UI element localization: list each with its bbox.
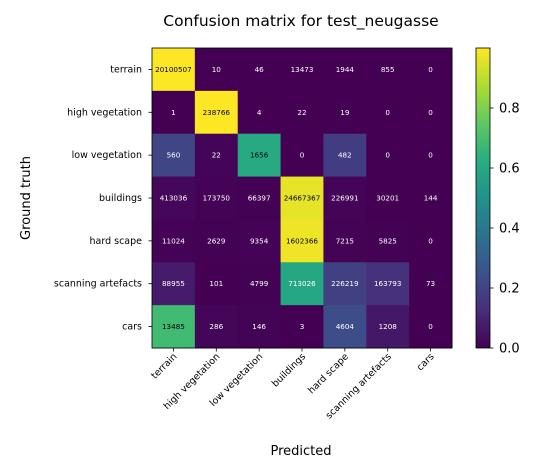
cell-value-label: 146	[252, 322, 266, 331]
cell-value-label: 0	[428, 65, 433, 74]
y-tick-label: high vegetation	[67, 107, 142, 118]
y-axis-label: Ground truth	[19, 156, 34, 240]
x-tick-label: cars	[415, 351, 437, 373]
cell-value-label: 7215	[336, 236, 354, 245]
cell-value-label: 0	[428, 108, 433, 117]
x-tick-label: terrain	[149, 351, 179, 381]
y-tick-label: scanning artefacts	[54, 279, 142, 290]
cell-value-label: 73	[426, 279, 435, 288]
cell-value-label: 238766	[203, 108, 231, 117]
x-axis-label: Predicted	[270, 444, 331, 459]
cell-value-label: 413036	[160, 194, 188, 203]
cell-value-label: 2629	[207, 236, 226, 245]
cell-value-label: 163793	[374, 279, 401, 288]
cell-value-label: 22	[212, 151, 221, 160]
y-tick-label: cars	[122, 322, 142, 333]
cell-value-label: 10	[212, 65, 222, 74]
cell-value-label: 19	[340, 108, 350, 117]
y-tick-label: low vegetation	[72, 150, 142, 161]
cell-value-label: 4799	[250, 279, 269, 288]
cell-value-label: 66397	[248, 194, 271, 203]
cell-value-label: 173750	[203, 194, 231, 203]
cell-value-label: 560	[167, 151, 181, 160]
cell-value-label: 46	[255, 65, 265, 74]
cell-value-label: 101	[209, 279, 223, 288]
x-tick-label: buildings	[270, 351, 308, 389]
cell-value-label: 20100507	[155, 65, 192, 74]
cell-value-label: 286	[209, 322, 223, 331]
cell-value-label: 226991	[331, 194, 358, 203]
colorbar-ticks: 0.0 0.2 0.4 0.6 0.8	[490, 102, 520, 357]
cell-value-label: 88955	[162, 279, 185, 288]
colorbar-tick-label: 0.2	[499, 282, 520, 297]
colorbar-tick-label: 0.0	[499, 342, 520, 357]
cell-value-label: 1	[171, 108, 176, 117]
cell-value-label: 0	[385, 108, 390, 117]
cell-value-label: 30201	[376, 194, 399, 203]
cell-value-label: 482	[338, 151, 352, 160]
colorbar-tick-label: 0.6	[499, 162, 520, 177]
heatmap-cells: 20100507 10 46 13473 1944 855 0 1 238766 4 22 19 0 0 5…	[152, 48, 453, 349]
chart-title: Confusion matrix for test_neugasse	[163, 12, 438, 31]
colorbar-tick-label: 0.4	[499, 222, 520, 237]
cell-value-label: 11024	[162, 236, 185, 245]
cell-value-label: 3	[300, 322, 305, 331]
cell-value-label: 13473	[291, 65, 314, 74]
cell-value-label: 4604	[336, 322, 355, 331]
colorbar	[476, 48, 490, 348]
cell-value-label: 24667367	[284, 194, 321, 203]
y-tick-label: terrain	[110, 64, 142, 75]
cell-value-label: 22	[297, 108, 306, 117]
y-tick-label: hard scape	[89, 236, 142, 247]
cell-value-label: 144	[424, 194, 438, 203]
cell-value-label: 713026	[288, 279, 316, 288]
cell-value-label: 0	[428, 322, 433, 331]
cell-value-label: 1208	[379, 322, 398, 331]
cell-value-label: 226219	[331, 279, 359, 288]
cell-value-label: 1656	[250, 151, 269, 160]
cell-value-label: 0	[428, 236, 433, 245]
cell-value-label: 4	[257, 108, 262, 117]
cell-value-label: 9354	[250, 236, 269, 245]
cell-value-label: 0	[300, 151, 305, 160]
cell-value-label: 1602366	[286, 236, 318, 245]
y-axis-ticks: terrain high vegetation low vegetation buil…	[54, 64, 152, 332]
cell-value-label: 5825	[379, 236, 397, 245]
cell-value-label: 855	[381, 65, 395, 74]
y-tick-label: buildings	[99, 193, 142, 204]
x-tick-label: hard scape	[306, 351, 351, 396]
colorbar-tick-label: 0.8	[499, 102, 520, 117]
cell-value-label: 0	[385, 151, 390, 160]
cell-value-label: 1944	[336, 65, 355, 74]
cell-value-label: 13485	[162, 322, 185, 331]
cell-value-label: 0	[428, 151, 433, 160]
